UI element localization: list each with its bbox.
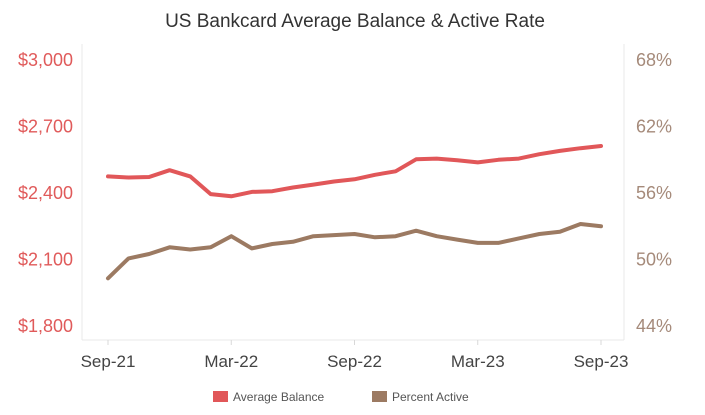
y-left-tick-label: $3,000 (18, 50, 73, 70)
legend: Average Balance Percent Active (213, 390, 469, 404)
y-left-tick-label: $2,400 (18, 183, 73, 203)
y-right-tick-label: 50% (636, 250, 672, 270)
chart-title: US Bankcard Average Balance & Active Rat… (165, 11, 545, 32)
x-tick-label: Mar-23 (451, 352, 505, 371)
y-left-tick-label: $2,700 (18, 117, 73, 137)
legend-swatch (372, 391, 387, 402)
y-right-tick-label: 56% (636, 183, 672, 203)
y-right-tick-label: 62% (636, 117, 672, 137)
y-right-tick-label: 68% (636, 50, 672, 70)
x-tick-label: Sep-21 (81, 352, 136, 371)
y-left-tick-label: $2,100 (18, 250, 73, 270)
legend-label: Average Balance (233, 390, 325, 404)
series-line-percent-active (106, 222, 603, 281)
x-tick-label: Sep-23 (574, 352, 629, 371)
right-axis-ticks: 44% 50% 56% 62% 68% (636, 50, 672, 336)
series-line-average-balance (106, 144, 603, 199)
series-layer (106, 144, 603, 281)
y-left-tick-label: $1,800 (18, 316, 73, 336)
y-right-tick-label: 44% (636, 316, 672, 336)
legend-swatch (213, 391, 228, 402)
x-tick-label: Mar-22 (204, 352, 258, 371)
left-axis-ticks: $1,800 $2,100 $2,400 $2,700 $3,000 (18, 50, 73, 336)
x-axis-ticks: Sep-21 Mar-22 Sep-22 Mar-23 Sep-23 (81, 340, 629, 371)
x-tick-label: Sep-22 (327, 352, 382, 371)
legend-label: Percent Active (392, 390, 469, 404)
